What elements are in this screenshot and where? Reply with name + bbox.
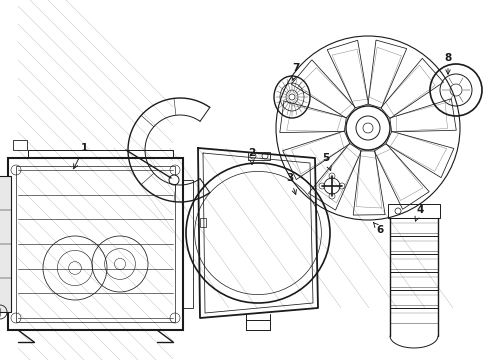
Text: 2: 2 bbox=[248, 148, 255, 164]
Text: 3: 3 bbox=[286, 173, 296, 194]
Bar bbox=[13, 140, 27, 150]
Bar bbox=[0, 176, 11, 312]
Bar bbox=[200, 218, 205, 227]
Circle shape bbox=[346, 106, 389, 150]
Text: 1: 1 bbox=[74, 143, 87, 168]
Circle shape bbox=[169, 175, 179, 185]
Bar bbox=[387, 204, 439, 218]
Bar bbox=[16, 166, 175, 322]
Text: 5: 5 bbox=[322, 153, 330, 170]
Text: 8: 8 bbox=[444, 53, 451, 74]
Circle shape bbox=[355, 116, 379, 140]
Bar bbox=[183, 180, 193, 308]
Bar bbox=[8, 158, 183, 330]
Text: 6: 6 bbox=[373, 222, 383, 235]
Text: 4: 4 bbox=[414, 205, 423, 221]
Text: 7: 7 bbox=[291, 63, 299, 80]
Bar bbox=[247, 152, 269, 160]
